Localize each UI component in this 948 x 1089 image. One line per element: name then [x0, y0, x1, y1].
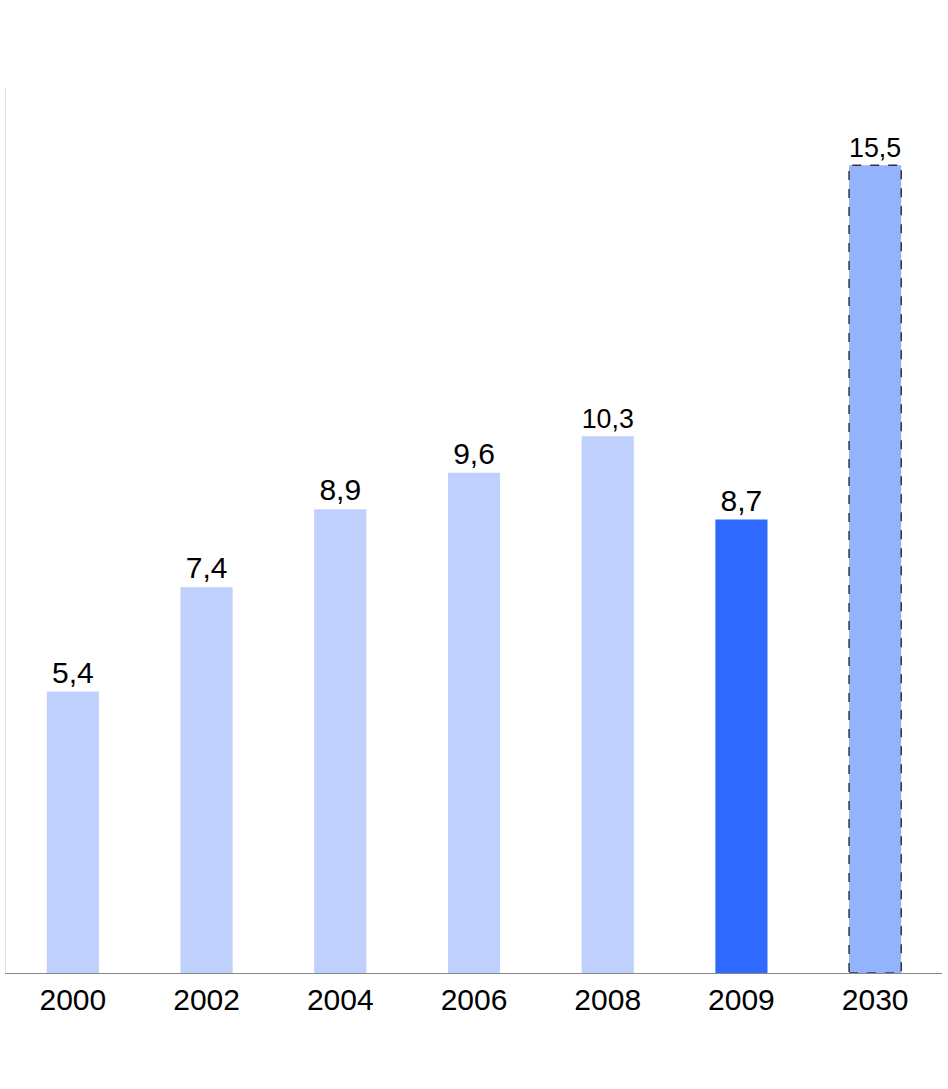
svg-text:15,5: 15,5: [849, 133, 901, 163]
svg-text:2004: 2004: [307, 983, 374, 1016]
svg-text:9,6: 9,6: [453, 437, 495, 470]
svg-text:8,9: 8,9: [319, 473, 361, 506]
svg-text:8,7: 8,7: [721, 484, 763, 517]
svg-text:10,3: 10,3: [582, 404, 634, 434]
svg-text:2008: 2008: [574, 983, 641, 1016]
svg-text:2030: 2030: [842, 983, 909, 1016]
svg-text:5,4: 5,4: [52, 656, 94, 689]
svg-text:7,4: 7,4: [186, 551, 228, 584]
svg-text:2006: 2006: [441, 983, 508, 1016]
svg-text:2000: 2000: [39, 983, 106, 1016]
svg-text:2009: 2009: [708, 983, 775, 1016]
svg-text:2002: 2002: [173, 983, 240, 1016]
